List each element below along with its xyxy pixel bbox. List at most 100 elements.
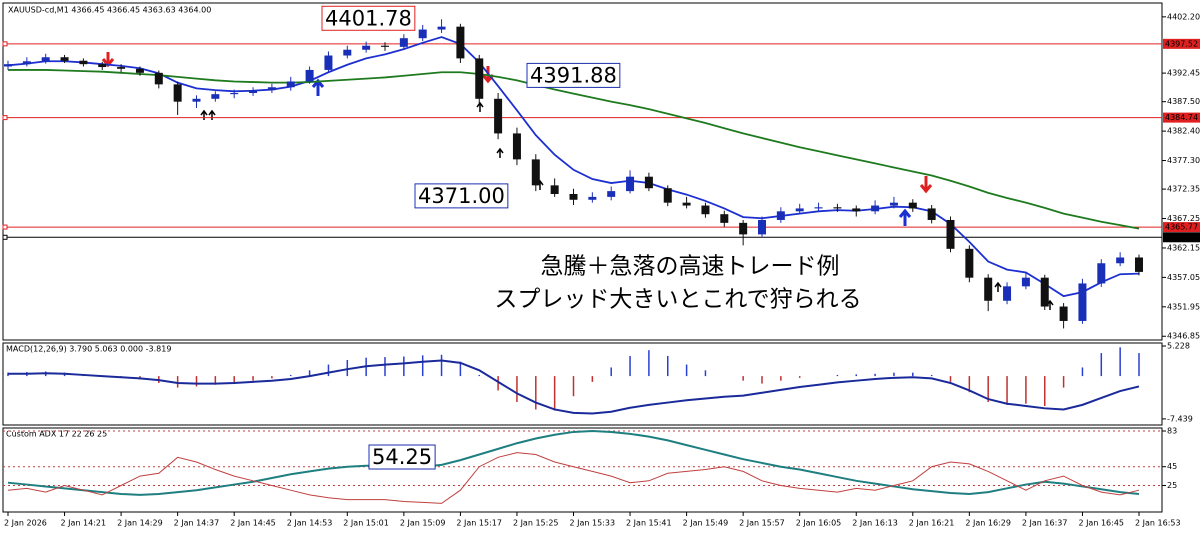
level-marker (2, 115, 8, 121)
annotation-box (414, 183, 509, 209)
signal-arrows (101, 52, 1054, 310)
y-tick-label: 4382.40 (1167, 127, 1200, 136)
y-tick-label: 4362.15 (1167, 243, 1200, 252)
y-tick-label: 25 (1167, 481, 1177, 490)
candle-body (871, 205, 880, 212)
candle-body (852, 208, 861, 212)
x-tick-label: 2 Jan 15:25 (513, 519, 559, 528)
candle-body (1003, 286, 1012, 301)
candle-body (833, 207, 842, 209)
level-label: 4397.52 (1165, 39, 1198, 48)
candle-body (1021, 277, 1030, 287)
candle-body (720, 214, 729, 223)
annotation-box (526, 62, 621, 88)
x-tick-label: 2 Jan 14:21 (61, 519, 107, 528)
candle-body (569, 194, 578, 200)
candle-body (908, 202, 917, 209)
sell-arrow (919, 176, 933, 194)
price-header: XAUUSD-cd,M1 4366.45 4366.45 4363.63 436… (8, 6, 211, 15)
annotation: 4391.88 (530, 63, 617, 87)
candle-body (192, 98, 201, 102)
x-tick-label: 2 Jan 15:49 (683, 519, 729, 528)
candle-body (173, 84, 182, 102)
candle-body (531, 159, 540, 186)
moving-average (8, 69, 1140, 230)
level-box (1163, 222, 1200, 233)
candle-body (814, 207, 823, 209)
x-tick-label: 2 Jan 14:37 (174, 519, 220, 528)
candle-body (550, 185, 559, 195)
candle-body (701, 205, 710, 215)
small-arrows (200, 101, 1054, 310)
candle-body (60, 57, 69, 61)
annotation-box (368, 444, 436, 470)
candle-body (324, 55, 333, 70)
y-tick-label: 4377.30 (1167, 156, 1200, 165)
x-tick-label: 2 Jan 15:41 (626, 519, 672, 528)
candle-body (663, 188, 672, 203)
adx-line (7, 430, 1140, 496)
x-tick-label: 2 Jan 14:29 (117, 519, 163, 528)
y-tick-label: 4367.25 (1167, 214, 1200, 223)
level-marker (2, 224, 8, 230)
candle-body (644, 176, 653, 189)
x-tick-label: 2 Jan 14:53 (287, 519, 333, 528)
candle-body (79, 60, 88, 65)
candle-body (795, 208, 804, 212)
candle-body (946, 219, 955, 249)
y-tick-label: 4392.45 (1167, 69, 1200, 78)
y-tick-label: 4402.20 (1167, 12, 1200, 21)
x-tick-label: 2 Jan 14:45 (230, 519, 276, 528)
adx-line (7, 452, 1140, 504)
x-tick-label: 2 Jan 16:45 (1078, 519, 1124, 528)
x-tick-label: 2 Jan 16:29 (965, 519, 1011, 528)
x-tick-label: 2 Jan 16:21 (909, 519, 955, 528)
candle-body (739, 222, 748, 235)
candle-body (1059, 306, 1068, 321)
annotation-box (321, 5, 416, 31)
x-tick-label: 2 Jan 15:17 (456, 519, 502, 528)
candle-body (98, 64, 107, 68)
candle-body (418, 29, 427, 39)
macd-line (8, 359, 1140, 415)
candle-body (475, 58, 484, 99)
level-label: 4384.74 (1165, 113, 1198, 122)
y-tick-label: 4372.35 (1167, 185, 1200, 194)
candle-body (343, 49, 352, 56)
x-tick-label: 2 Jan 16:53 (1135, 519, 1181, 528)
buy-arrow (898, 208, 912, 226)
x-tick-label: 2 Jan 15:33 (570, 519, 616, 528)
candle-body (286, 81, 295, 88)
level-label: 4365.77 (1165, 223, 1198, 232)
x-tick-label: 2 Jan 15:57 (739, 519, 785, 528)
candle-body (682, 202, 691, 206)
annotation: 4371.00 (418, 184, 505, 208)
macd-panel (2, 342, 1163, 426)
price-panel (2, 2, 1163, 341)
candle-body (984, 277, 993, 301)
candle-body (607, 191, 616, 197)
y-tick-label: 4357.05 (1167, 273, 1200, 282)
x-tick-label: 2 Jan 16:13 (852, 519, 898, 528)
candle-body (456, 26, 465, 59)
macd-header: MACD(12,26,9) 3.790 5.063 0.000 -3.819 (6, 345, 171, 354)
candle-body (399, 38, 408, 47)
x-tick-label: 2 Jan 16:37 (1022, 519, 1068, 528)
candle-body (512, 133, 521, 160)
candle-body (41, 57, 50, 62)
note: 急騰＋急落の高速トレード例 (541, 254, 840, 280)
adx-header: Custom ADX 17 22 26 25 (6, 430, 107, 439)
candle-body (1097, 263, 1106, 284)
candle-body (437, 26, 446, 30)
y-tick-label: 4387.50 (1167, 97, 1200, 106)
candle-body (362, 45, 371, 50)
y-tick-label: 45 (1167, 462, 1177, 471)
y-tick-label: -7.439 (1167, 414, 1193, 423)
level-box (1163, 38, 1200, 49)
candle-body (588, 196, 597, 200)
x-tick-label: 2 Jan 15:01 (343, 519, 389, 528)
y-tick-label: 83 (1167, 427, 1177, 436)
candle-body (758, 219, 766, 235)
